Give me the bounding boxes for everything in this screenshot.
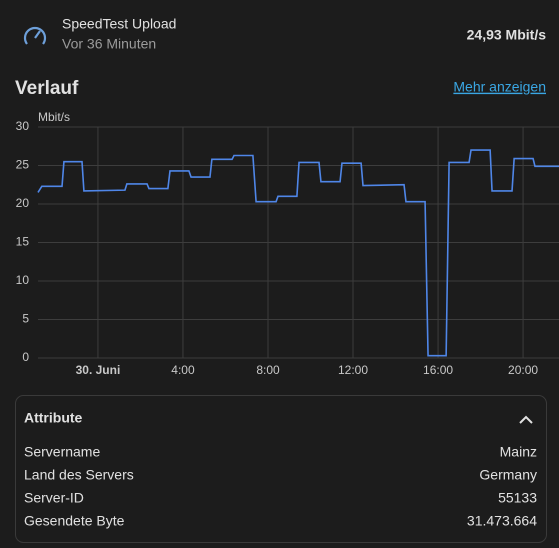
state: 24,93 Mbit/s [467,27,547,43]
y-tick-label: 5 [22,312,29,326]
x-tick-label: 20:00 [508,363,538,377]
attribute-value: Mainz [500,444,537,460]
attribute-name: Servername [24,444,100,460]
y-tick-label: 0 [22,350,29,364]
y-axis-label: Mbit/s [38,110,70,124]
chart: Mbit/s 0 5 10 15 20 25 30 30. Juni 4:00 8:00 12:00 1… [16,110,559,377]
x-tick-label: 16:00 [423,363,453,377]
data-line [37,149,559,357]
x-tick-label: 8:00 [256,363,280,377]
last-changed: Vor 36 Minuten [62,36,156,52]
y-tick-label: 20 [16,196,30,210]
x-tick-label: 12:00 [338,363,368,377]
collapse-chevron[interactable] [519,415,533,424]
more-link[interactable]: Mehr anzeigen [453,79,546,95]
sensor-icon [23,26,47,45]
section-title: Verlauf [15,78,79,99]
attribute-value: 31.473.664 [467,513,537,529]
attributes-card [15,395,547,543]
attributes-title: Attribute [24,410,83,426]
y-tick-label: 25 [16,158,30,172]
y-tick-label: 30 [16,119,30,133]
attribute-name: Land des Servers [24,467,134,483]
attribute-name: Server-ID [24,490,84,506]
attribute-value: 55133 [498,490,537,506]
attribute-rows: Servername Mainz Land des Servers Germany Se… [24,444,537,529]
attribute-value: Germany [479,467,537,483]
attribute-name: Gesendete Byte [24,513,125,529]
x-tick-label: 4:00 [171,363,195,377]
y-tick-label: 15 [16,235,30,249]
y-tick-label: 10 [16,273,30,287]
entity-name: SpeedTest Upload [62,16,176,32]
x-tick-label: 30. Juni [76,363,121,377]
